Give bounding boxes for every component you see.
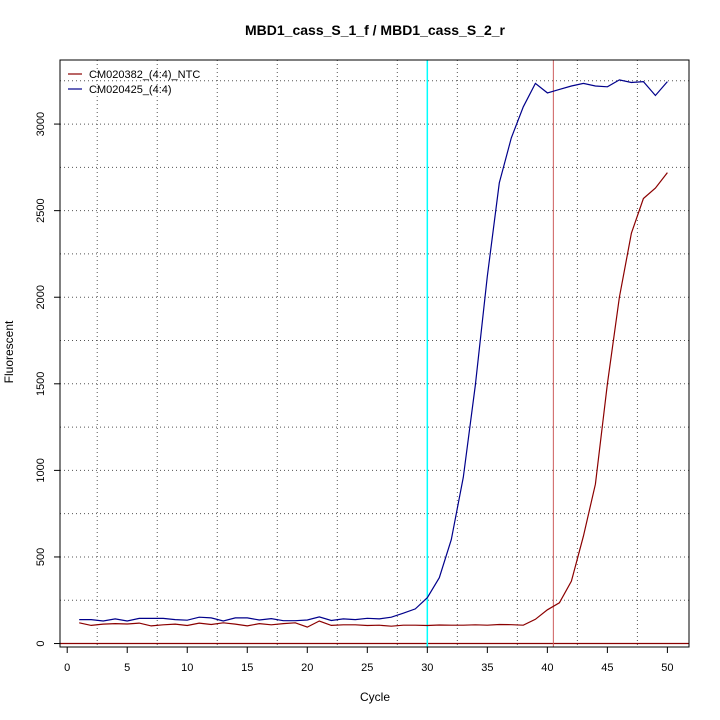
plot-frame [59,59,690,648]
series-line-1 [79,172,668,628]
x-tick-label: 30 [421,662,433,674]
x-tick-label: 0 [64,662,70,674]
x-tick-label: 20 [301,662,313,674]
x-tick-label: 40 [541,662,553,674]
y-axis: 0 500 1000 1500 2000 2500 3000 [35,112,60,647]
y-tick-label: 0 [35,640,47,646]
grid [60,60,689,647]
chart-title: MBD1_cass_S_1_f / MBD1_cass_S_2_r [245,22,505,38]
x-tick-label: 15 [241,662,253,674]
x-tick-label: 35 [481,662,493,674]
x-tick-label: 25 [361,662,373,674]
y-axis-label: Fluorescent [2,320,16,383]
x-axis: 0 5 10 15 20 25 30 35 40 45 50 [64,647,674,674]
legend-label-2: CM020425_(4:4) [89,84,172,96]
marker-lines [60,60,689,647]
legend: CM020382_(4:4)_NTC CM020425_(4:4) [68,69,200,96]
x-tick-label: 50 [661,662,673,674]
x-tick-label: 45 [601,662,613,674]
y-tick-label: 3000 [35,112,47,136]
y-tick-label: 1500 [35,372,47,396]
y-tick-label: 2000 [35,285,47,309]
series-lines [79,79,668,628]
y-tick-label: 1000 [35,458,47,482]
series-line-2 [79,79,668,622]
x-axis-label: Cycle [360,690,390,704]
x-tick-label: 5 [124,662,130,674]
x-tick-label: 10 [181,662,193,674]
legend-label-1: CM020382_(4:4)_NTC [89,69,200,81]
y-tick-label: 500 [35,548,47,566]
y-tick-label: 2500 [35,198,47,222]
